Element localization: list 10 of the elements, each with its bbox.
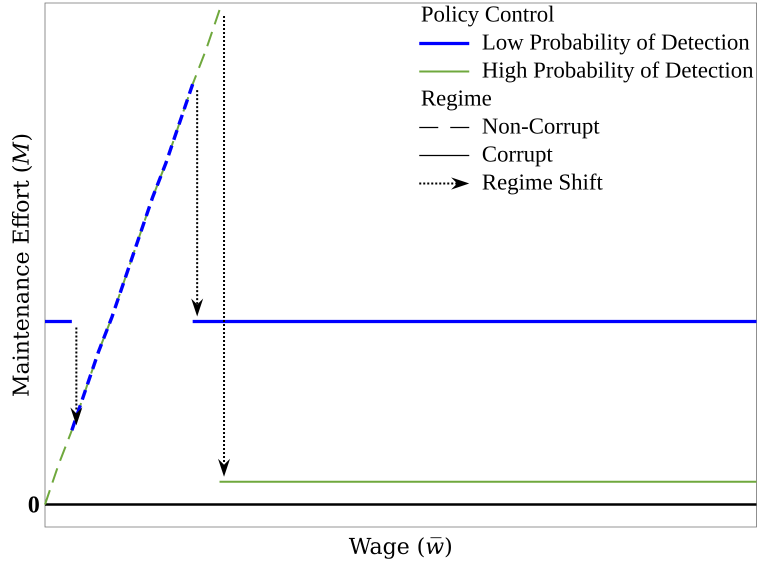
ref-line-label: 0 — [28, 496, 39, 513]
legend-title: Policy Control — [422, 6, 554, 26]
annotation: Non-Corrupt — [482, 118, 600, 138]
annotation: Regime Shift — [482, 173, 603, 194]
annotation: Regime — [422, 90, 491, 110]
x-axis-title: Wage (w̅) — [348, 537, 451, 559]
legend-label: Low Probability of Detection — [482, 33, 750, 54]
y-axis-title: Maintenance Effort (M) — [12, 134, 32, 396]
legend-label: High Probability of Detection — [482, 61, 754, 82]
annotation: Corrupt — [482, 146, 553, 166]
